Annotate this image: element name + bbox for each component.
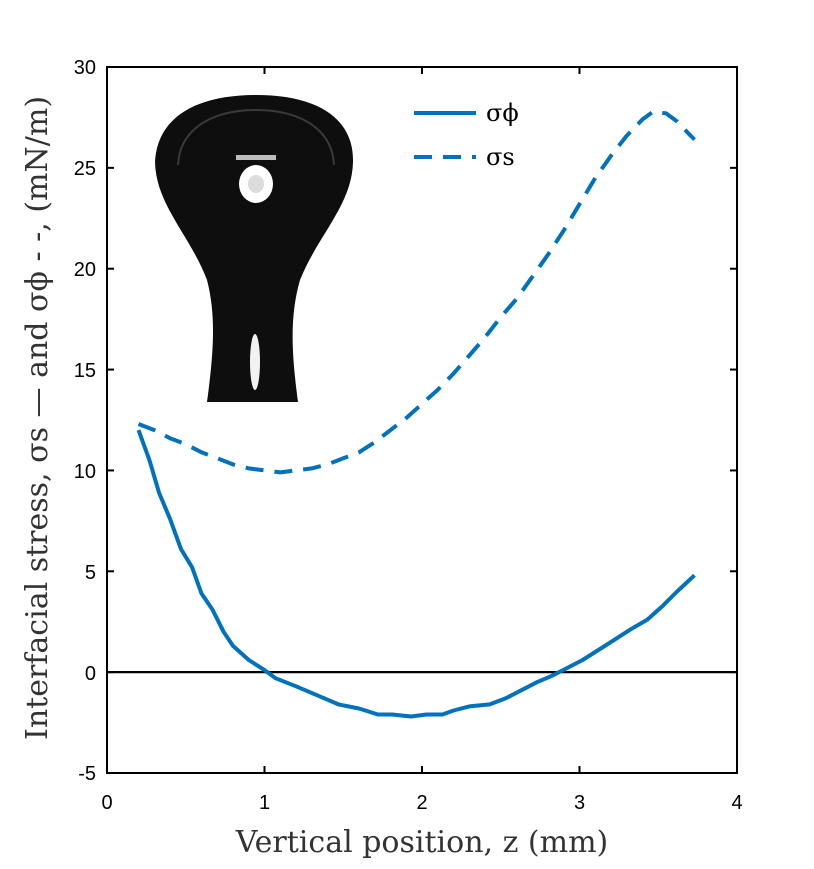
legend: σϕ σs — [414, 99, 519, 171]
y-tick-label: 25 — [74, 158, 96, 180]
axis-ticks — [106, 66, 738, 774]
pendant-drop-photo — [155, 95, 354, 402]
y-tick-label: -5 — [78, 763, 96, 785]
series-line-sigma-s — [137, 109, 696, 475]
x-tick-label: 0 — [101, 792, 112, 814]
y-tick-label: 5 — [85, 562, 96, 584]
x-tick-labels: 0 1 2 3 4 — [101, 792, 742, 814]
legend-label-sigma-s: σs — [486, 143, 515, 171]
y-tick-label: 30 — [74, 57, 96, 79]
x-tick-label: 1 — [259, 792, 270, 814]
y-tick-labels: -5 0 5 10 15 20 25 30 — [74, 57, 96, 785]
x-tick-label: 4 — [731, 792, 742, 814]
y-tick-label: 15 — [74, 360, 96, 382]
x-axis-title: Vertical position, z (mm) — [235, 825, 608, 860]
x-tick-label: 3 — [574, 792, 585, 814]
y-tick-label: 10 — [74, 461, 96, 483]
legend-label-sigma-phi: σϕ — [486, 99, 519, 127]
y-tick-label: 0 — [85, 663, 96, 685]
y-tick-label: 20 — [74, 259, 96, 281]
series-line-sigma-phi — [136, 429, 696, 719]
y-axis-title: Interfacial stress, σs — and σϕ - -, (mN… — [20, 96, 55, 740]
x-tick-label: 2 — [416, 792, 427, 814]
